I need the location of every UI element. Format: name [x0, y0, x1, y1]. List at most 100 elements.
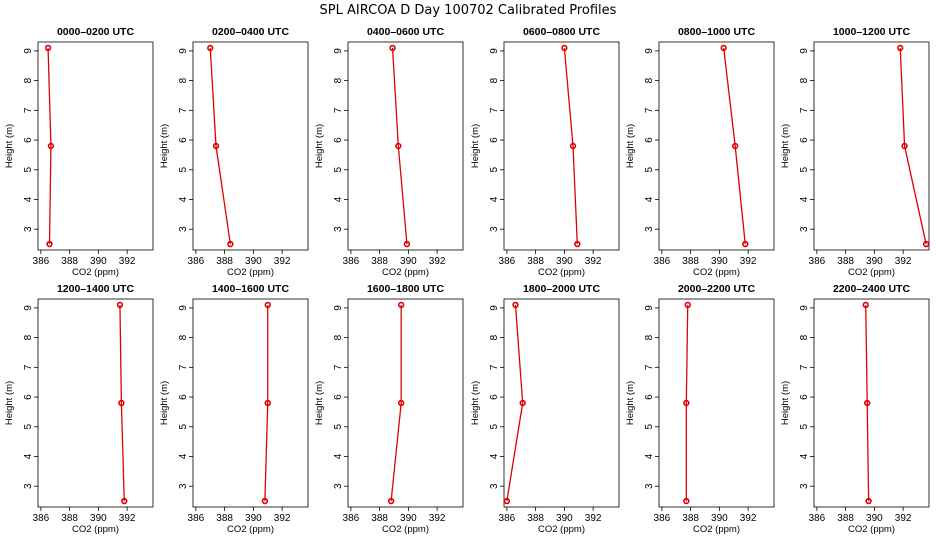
data-point [683, 399, 690, 407]
y-tick-label: 8 [644, 334, 655, 340]
y-tick-label: 6 [23, 137, 34, 143]
y-tick-label: 7 [178, 364, 189, 370]
y-tick-label: 5 [489, 424, 500, 430]
data-point [264, 301, 271, 309]
y-tick-label: 9 [178, 48, 189, 54]
y-tick-label: 4 [23, 453, 34, 459]
data-point [387, 497, 395, 505]
data-point [512, 301, 519, 309]
x-tick-label: 390 [400, 256, 417, 267]
data-point [227, 240, 234, 248]
x-tick-label: 390 [245, 513, 262, 524]
x-tick-label: 388 [527, 513, 544, 524]
x-tick-label: 386 [33, 513, 50, 524]
data-point [863, 399, 871, 407]
data-point [47, 142, 55, 150]
x-axis-label: CO2 (ppm) [72, 267, 119, 278]
x-tick-label: 390 [866, 256, 883, 267]
y-tick-label: 6 [333, 137, 344, 143]
y-tick-label: 8 [644, 77, 655, 83]
y-tick-label: 8 [178, 77, 189, 83]
y-tick-label: 5 [333, 167, 344, 173]
y-tick-label: 6 [178, 394, 189, 400]
data-point [865, 497, 872, 505]
data-point [403, 240, 411, 248]
y-tick-label: 8 [23, 334, 34, 340]
y-tick-label: 6 [489, 394, 500, 400]
data-point [397, 301, 405, 309]
x-tick-label: 388 [837, 256, 854, 267]
x-tick-label: 392 [585, 513, 602, 524]
data-point [395, 142, 402, 150]
y-axis-label: Height (m) [4, 381, 15, 425]
plot-frame [658, 298, 775, 508]
plot-frame [37, 41, 154, 251]
y-tick-label: 5 [23, 167, 34, 173]
y-tick-label: 6 [489, 137, 500, 143]
data-point [118, 399, 125, 407]
panel-title: 1800–2000 UTC [523, 283, 600, 295]
data-point [561, 44, 568, 52]
y-tick-label: 5 [799, 424, 810, 430]
y-axis-label: Height (m) [625, 381, 636, 425]
plot-frame [813, 41, 930, 251]
x-tick-label: 390 [556, 256, 573, 267]
x-tick-label: 388 [61, 256, 78, 267]
y-tick-label: 3 [799, 483, 810, 489]
y-tick-label: 7 [178, 107, 189, 113]
x-axis-label: CO2 (ppm) [382, 267, 429, 278]
y-axis-label: Height (m) [625, 124, 636, 168]
x-axis-label: CO2 (ppm) [382, 524, 429, 535]
y-tick-label: 3 [23, 483, 34, 489]
profile-line [391, 47, 408, 245]
y-tick-label: 9 [333, 305, 344, 311]
panel-title: 1600–1800 UTC [367, 283, 444, 295]
y-tick-label: 3 [23, 226, 34, 232]
y-axis-label: Height (m) [470, 124, 481, 168]
x-axis-label: CO2 (ppm) [538, 267, 585, 278]
x-tick-label: 390 [711, 256, 728, 267]
panel-9: 1800–2000 UTC 386 388 390 392 3 4 5 6 7 8 9 CO2 (ppm… [470, 283, 620, 535]
y-tick-label: 4 [333, 196, 344, 202]
x-tick-label: 388 [527, 256, 544, 267]
x-tick-label: 388 [61, 513, 78, 524]
y-tick-label: 9 [23, 48, 34, 54]
x-axis-label: CO2 (ppm) [693, 524, 740, 535]
x-axis-label: CO2 (ppm) [227, 524, 274, 535]
x-tick-label: 386 [809, 513, 826, 524]
y-tick-label: 5 [644, 424, 655, 430]
x-tick-label: 388 [682, 256, 699, 267]
y-tick-label: 4 [644, 196, 655, 202]
panel-10: 2000–2200 UTC 386 388 390 392 3 4 5 6 7 8 9 CO2 (ppm… [625, 283, 775, 535]
x-tick-label: 388 [371, 513, 388, 524]
y-tick-label: 9 [644, 48, 655, 54]
plot-frame [658, 41, 775, 251]
y-tick-label: 4 [23, 196, 34, 202]
y-tick-label: 3 [644, 226, 655, 232]
y-tick-label: 9 [178, 305, 189, 311]
plot-frame [347, 41, 464, 251]
profile-line [865, 304, 870, 502]
data-point [862, 301, 869, 309]
y-tick-label: 8 [23, 77, 34, 83]
y-tick-label: 7 [799, 107, 810, 113]
y-tick-label: 8 [178, 334, 189, 340]
y-tick-label: 3 [178, 483, 189, 489]
panel-7: 1400–1600 UTC 386 388 390 392 3 4 5 6 7 8 9 CO2 (ppm… [159, 283, 309, 535]
y-tick-label: 4 [489, 453, 500, 459]
plot-frame [192, 298, 309, 508]
x-tick-label: 386 [654, 256, 671, 267]
data-point [261, 497, 269, 505]
x-tick-label: 390 [400, 513, 417, 524]
data-point [503, 497, 511, 505]
y-tick-label: 6 [178, 137, 189, 143]
panel-1: 0200–0400 UTC 386 388 390 392 3 4 5 6 7 8 9 CO2 (ppm… [159, 26, 309, 278]
y-tick-label: 7 [333, 107, 344, 113]
profile-line [899, 47, 927, 245]
x-tick-label: 392 [274, 256, 291, 267]
x-tick-label: 390 [556, 513, 573, 524]
y-tick-label: 3 [333, 483, 344, 489]
y-tick-label: 9 [644, 305, 655, 311]
x-tick-label: 390 [711, 513, 728, 524]
y-tick-label: 5 [178, 424, 189, 430]
